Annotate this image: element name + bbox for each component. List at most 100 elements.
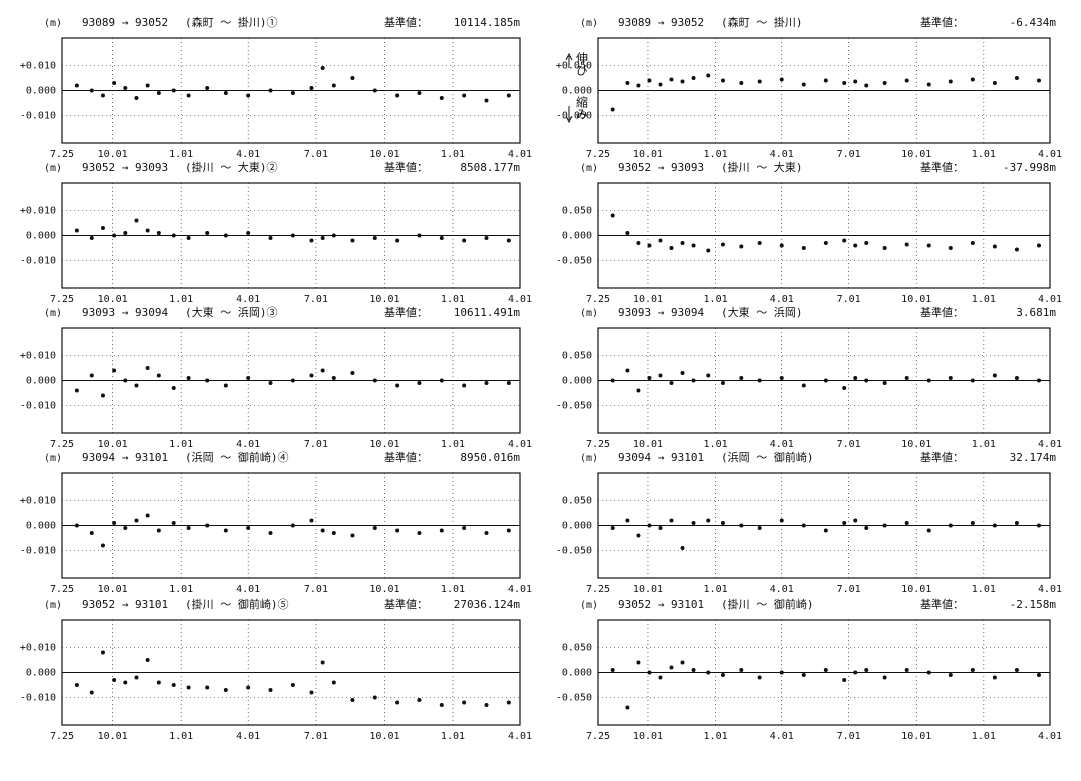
data-point — [395, 93, 400, 98]
route: 93089 → 93052 — [618, 16, 704, 29]
x-tick-label: 1.01 — [169, 731, 193, 742]
reference-label: 基準値： — [384, 305, 428, 319]
data-point — [223, 528, 228, 533]
data-point — [680, 79, 685, 84]
data-point — [625, 231, 630, 235]
data-point — [156, 373, 161, 378]
data-point — [417, 381, 422, 385]
data-point — [74, 83, 79, 88]
section: (大東 ～ 浜岡) — [721, 305, 803, 319]
x-tick-label: 1.01 — [972, 439, 996, 450]
y-tick-label: -0.050 — [556, 111, 592, 122]
data-point — [290, 523, 295, 528]
data-point — [1014, 521, 1019, 525]
data-point — [417, 531, 422, 535]
x-tick-label: 10.01 — [98, 731, 128, 742]
x-tick-label: 7.01 — [837, 294, 861, 305]
x-tick-label: 7.01 — [304, 584, 328, 595]
data-point — [205, 378, 210, 383]
data-point — [970, 77, 975, 82]
data-point — [171, 683, 176, 687]
y-tick-label: -0.050 — [556, 401, 592, 412]
data-point — [100, 393, 105, 398]
data-point — [484, 236, 489, 240]
y-tick-label: +0.010 — [20, 61, 56, 72]
x-tick-label: 10.01 — [369, 731, 399, 742]
x-tick-label: 10.01 — [369, 584, 399, 595]
section: (森町 ～ 掛川)① — [185, 15, 278, 29]
x-tick-label: 1.01 — [704, 294, 728, 305]
data-point — [882, 523, 887, 528]
data-point — [462, 383, 467, 388]
data-point — [74, 523, 79, 528]
data-point — [484, 381, 489, 385]
x-tick-label: 7.01 — [837, 439, 861, 450]
data-point — [842, 678, 847, 682]
data-point — [268, 688, 273, 692]
data-point — [842, 521, 847, 525]
x-tick-label: 1.01 — [441, 731, 465, 742]
data-point — [636, 388, 641, 393]
data-point — [506, 93, 511, 98]
data-point — [706, 248, 711, 253]
route: 93094 → 93101 — [618, 451, 704, 464]
data-point — [1014, 247, 1019, 252]
data-point — [145, 658, 150, 662]
data-point — [331, 376, 336, 380]
data-point — [853, 79, 858, 84]
data-point — [864, 83, 869, 88]
data-point — [680, 241, 685, 245]
data-point — [669, 246, 674, 250]
unit-label: (m) — [580, 308, 598, 319]
data-point — [720, 521, 725, 525]
data-point — [904, 668, 909, 672]
data-point — [462, 238, 467, 243]
y-tick-label: 0.050 — [562, 643, 592, 654]
data-point — [186, 526, 191, 530]
x-tick-label: 1.01 — [169, 294, 193, 305]
section: (掛川 ～ 大東)② — [185, 160, 278, 174]
data-point — [246, 685, 251, 690]
data-point — [134, 383, 139, 388]
data-point — [720, 381, 725, 385]
data-point — [417, 698, 422, 702]
x-tick-label: 4.01 — [508, 731, 532, 742]
data-point — [779, 670, 784, 675]
annotation: 伸び — [575, 52, 589, 76]
data-point — [309, 518, 314, 523]
data-point — [658, 526, 663, 530]
data-point — [757, 378, 762, 383]
reference-value: 27036.124m — [454, 598, 521, 611]
annotation: 縮み — [575, 95, 589, 120]
y-tick-label: -0.010 — [20, 401, 56, 412]
data-point — [647, 376, 652, 380]
data-point — [706, 518, 711, 523]
data-point — [658, 238, 663, 243]
x-tick-label: 1.01 — [704, 439, 728, 450]
data-point — [992, 675, 997, 680]
section: (森町 ～ 掛川) — [721, 15, 803, 29]
x-tick-label: 7.01 — [304, 149, 328, 160]
data-point — [658, 82, 663, 87]
route: 93089 → 93052 — [82, 16, 168, 29]
x-tick-label: 10.01 — [369, 294, 399, 305]
y-tick-label: -0.050 — [556, 256, 592, 267]
reference-label: 基準値： — [920, 597, 964, 611]
x-tick-label: 4.01 — [508, 439, 532, 450]
data-point — [100, 93, 105, 98]
y-tick-label: 0.000 — [26, 376, 56, 387]
x-tick-label: 1.01 — [441, 294, 465, 305]
x-tick-label: 4.01 — [236, 149, 260, 160]
data-point — [246, 231, 251, 235]
data-point — [625, 518, 630, 523]
unit-label: (m) — [44, 453, 62, 464]
route: 93052 → 93101 — [618, 598, 704, 611]
data-point — [647, 670, 652, 675]
x-tick-label: 4.01 — [770, 584, 794, 595]
reference-label: 基準値： — [920, 305, 964, 319]
data-point — [89, 531, 94, 535]
x-tick-label: 4.01 — [1038, 439, 1062, 450]
x-tick-label: 1.01 — [169, 149, 193, 160]
y-tick-label: +0.010 — [20, 496, 56, 507]
